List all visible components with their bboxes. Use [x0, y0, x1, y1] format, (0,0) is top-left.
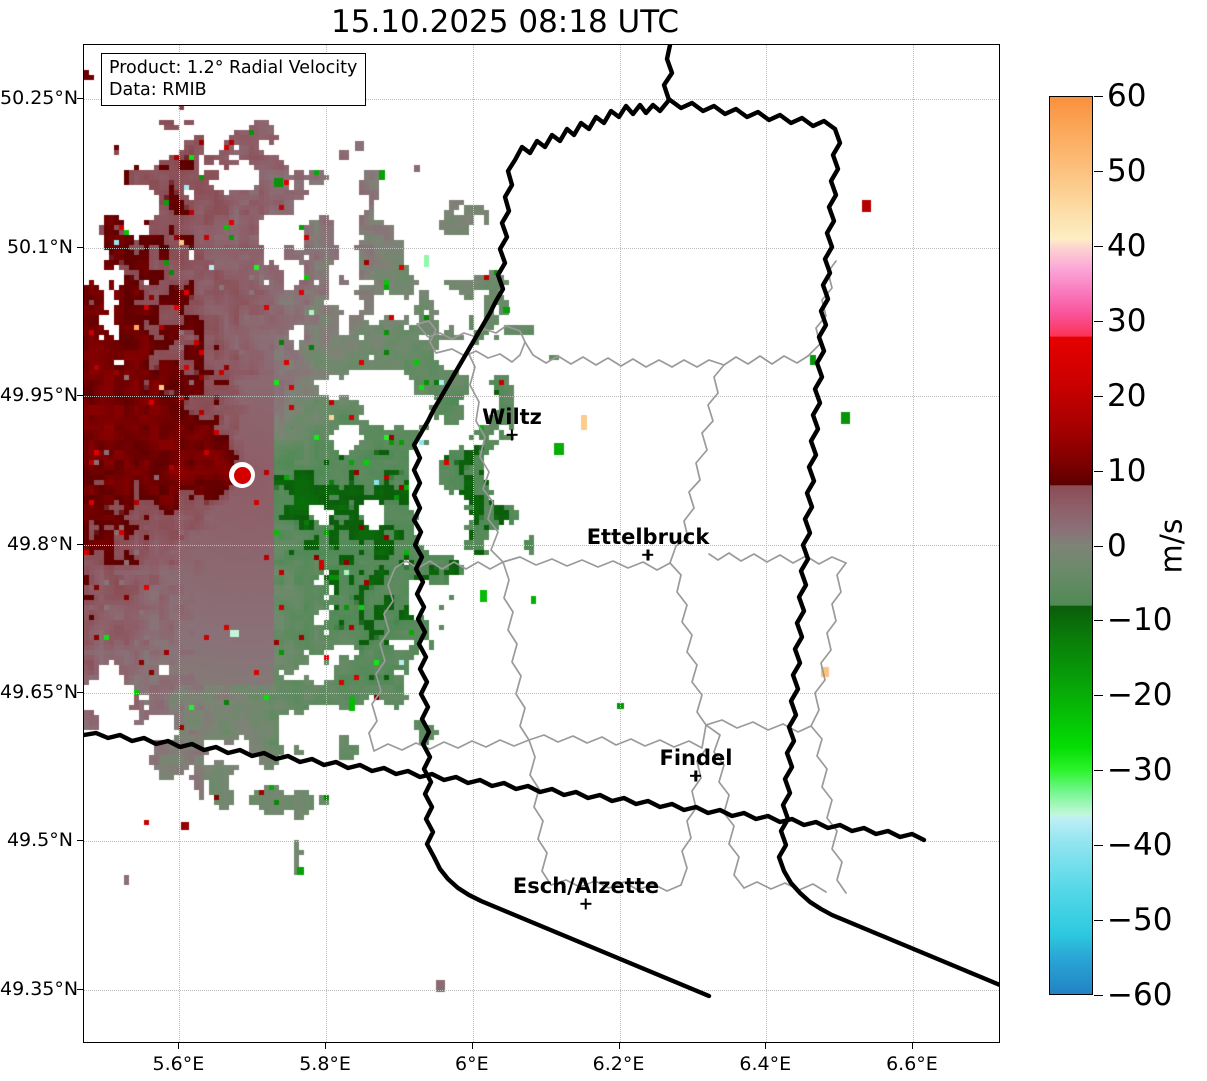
- city-marker-icon: [660, 769, 733, 783]
- colorbar-gradient: [1049, 96, 1093, 995]
- colorbar-tick-mark: [1094, 620, 1103, 622]
- gridline-horizontal: [84, 99, 999, 101]
- y-axis-tick-label: 49.65°N: [0, 680, 79, 703]
- colorbar-tick-mark: [1094, 395, 1103, 397]
- colorbar-tick-label: −50: [1107, 902, 1173, 939]
- gridline-vertical: [472, 45, 474, 1042]
- colorbar-tick-mark: [1094, 770, 1103, 772]
- colorbar-tick-mark: [1094, 470, 1103, 472]
- radar-site-dot: [233, 466, 251, 484]
- city-label: Ettelbruck: [587, 527, 710, 562]
- map-plot-area[interactable]: Wiltz Ettelbruck Findel Esch/Alzette Produc…: [83, 44, 1000, 1043]
- colorbar-tick-mark: [1094, 320, 1103, 322]
- y-axis-tick-label: 49.5°N: [6, 829, 73, 852]
- product-line: Product: 1.2° Radial Velocity: [109, 58, 358, 78]
- city-label: Wiltz: [482, 407, 542, 442]
- colorbar-tick-label: −20: [1107, 677, 1173, 714]
- x-axis-tick-mark: [325, 1043, 327, 1049]
- x-axis-tick-label: 6.6°E: [886, 1053, 938, 1075]
- colorbar-tick-mark: [1094, 545, 1103, 547]
- product-info-box: Product: 1.2° Radial Velocity Data: RMIB: [101, 53, 367, 107]
- colorbar-tick-label: 20: [1107, 377, 1147, 414]
- colorbar-tick-mark: [1094, 245, 1103, 247]
- colorbar-unit-label: m/s: [1154, 518, 1190, 574]
- city-name: Findel: [659, 746, 733, 770]
- city-name: Wiltz: [482, 405, 542, 429]
- city-name: Ettelbruck: [586, 525, 710, 549]
- colorbar-tick-label: −10: [1107, 602, 1173, 639]
- colorbar-tick-label: 0: [1107, 527, 1127, 564]
- colorbar-tick-mark: [1094, 170, 1103, 172]
- colorbar-tick-label: −30: [1107, 752, 1173, 789]
- gridline-vertical: [619, 45, 621, 1042]
- gridline-vertical: [326, 45, 328, 1042]
- gridline-horizontal: [84, 247, 999, 249]
- gridline-vertical: [912, 45, 914, 1042]
- city-marker-icon: [587, 548, 710, 562]
- gridline-horizontal: [84, 692, 999, 694]
- map-vector-layer: [84, 45, 999, 999]
- y-axis-tick-label: 49.95°N: [0, 384, 79, 407]
- y-axis-tick-mark: [77, 246, 83, 248]
- radar-echo-layer: [84, 45, 999, 1042]
- colorbar-tick-mark: [1094, 845, 1103, 847]
- city-label: Esch/Alzette: [513, 876, 659, 911]
- colorbar-tick-label: 30: [1107, 302, 1147, 339]
- city-name: Esch/Alzette: [512, 874, 660, 898]
- city-label: Findel: [660, 748, 733, 783]
- colorbar[interactable]: 60 50 40 30 20 10 0 −10 −20 −30 −40 −50 −60: [1049, 78, 1172, 1013]
- y-axis-tick-label: 50.25°N: [0, 87, 79, 110]
- y-axis-tick-mark: [77, 395, 83, 397]
- gridline-vertical: [766, 45, 768, 1042]
- map-clip: Wiltz Ettelbruck Findel Esch/Alzette Produc…: [84, 45, 999, 1042]
- x-axis-tick-label: 5.6°E: [152, 1053, 205, 1075]
- y-axis-tick-mark: [77, 98, 83, 100]
- gridline-horizontal: [84, 396, 999, 398]
- colorbar-tick-label: 50: [1107, 152, 1147, 189]
- x-axis-tick-mark: [618, 1043, 620, 1049]
- x-axis-tick-mark: [471, 1043, 473, 1049]
- colorbar-tick-mark: [1094, 96, 1103, 97]
- gridline-horizontal: [84, 841, 999, 843]
- city-marker-icon: [482, 428, 542, 442]
- national-border: [84, 45, 999, 999]
- colorbar-tick-mark: [1094, 695, 1103, 697]
- colorbar-tick-label: 60: [1107, 78, 1147, 114]
- y-axis-tick-label: 49.35°N: [0, 977, 79, 1000]
- colorbar-tick-label: −60: [1107, 977, 1173, 1013]
- y-axis-tick-mark: [77, 543, 83, 545]
- y-axis-tick-mark: [77, 840, 83, 842]
- colorbar-tick-label: 40: [1107, 227, 1147, 264]
- y-axis-tick-label: 50.1°N: [6, 235, 73, 258]
- city-marker-icon: [513, 897, 659, 911]
- data-source-line: Data: RMIB: [109, 80, 207, 101]
- colorbar-tick-label: −40: [1107, 827, 1173, 864]
- x-axis-tick-label: 6.2°E: [592, 1053, 645, 1075]
- gridline-horizontal: [84, 544, 999, 546]
- gridline-vertical: [179, 45, 181, 1042]
- y-axis-tick-label: 49.8°N: [6, 532, 73, 555]
- y-axis-tick-mark: [77, 988, 83, 990]
- x-axis-tick-mark: [765, 1043, 767, 1049]
- x-axis-tick-label: 6.4°E: [739, 1053, 792, 1075]
- x-axis-tick-mark: [911, 1043, 913, 1049]
- colorbar-tick-mark: [1094, 920, 1103, 922]
- gridline-horizontal: [84, 989, 999, 991]
- x-axis-tick-mark: [178, 1043, 180, 1049]
- page-title: 15.10.2025 08:18 UTC: [331, 4, 679, 40]
- colorbar-tick-mark: [1094, 995, 1103, 996]
- colorbar-tick-label: 10: [1107, 452, 1147, 489]
- x-axis-tick-label: 6°E: [455, 1053, 489, 1075]
- x-axis-tick-label: 5.8°E: [299, 1053, 351, 1075]
- y-axis-tick-mark: [77, 691, 83, 693]
